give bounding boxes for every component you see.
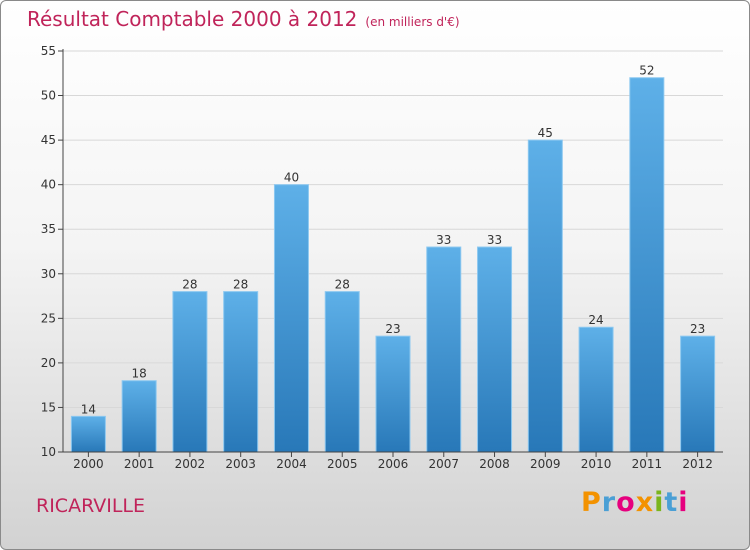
y-tick-label: 40: [41, 178, 56, 192]
bar-2012: [680, 335, 716, 453]
proxiti-logo[interactable]: Proxiti: [581, 487, 689, 518]
bar-2005: [324, 291, 360, 453]
value-label-2006: 23: [385, 322, 400, 336]
y-tick-label: 20: [41, 356, 56, 370]
bar-2008: [477, 246, 513, 453]
bar-2011: [629, 77, 665, 453]
x-tick-label-2002: 2002: [175, 457, 206, 471]
chart-title-text: Résultat Comptable 2000 à 2012: [27, 7, 358, 31]
logo-letter: P: [581, 487, 602, 518]
x-tick-label-2004: 2004: [276, 457, 307, 471]
x-tick-label-2001: 2001: [124, 457, 155, 471]
logo-letter: o: [616, 487, 636, 518]
x-tick-label-2000: 2000: [73, 457, 104, 471]
x-tick-label-2008: 2008: [479, 457, 510, 471]
chart-subtitle: (en milliers d'€): [365, 15, 460, 29]
bar-2002: [172, 291, 208, 453]
bar-2010: [578, 326, 614, 453]
bar-2007: [426, 246, 462, 453]
logo-letter: t: [664, 487, 679, 518]
value-label-2002: 28: [182, 278, 197, 292]
x-tick-label-2012: 2012: [682, 457, 713, 471]
value-label-2011: 52: [639, 64, 654, 78]
bar-2003: [223, 291, 259, 453]
y-tick-label: 45: [41, 133, 56, 147]
x-tick-label-2007: 2007: [428, 457, 459, 471]
y-tick-label: 15: [41, 400, 56, 414]
axes: 10 15 20 25 30 35 40 45 50 55 2000 2001 2002 2003 2004…: [41, 44, 723, 471]
x-tick-label-2003: 2003: [225, 457, 256, 471]
y-tick-label: 30: [41, 267, 56, 281]
bar-2009: [527, 139, 563, 453]
x-tick-label-2010: 2010: [581, 457, 612, 471]
value-label-2012: 23: [690, 322, 705, 336]
value-label-2007: 33: [436, 233, 451, 247]
bar-2006: [375, 335, 411, 453]
logo-letter: i: [654, 487, 665, 518]
value-label-2000: 14: [81, 402, 96, 416]
bars: 14 18 28 28 40 28 23 33 33 45 24 52 23: [70, 64, 716, 453]
logo-letter: r: [601, 487, 617, 518]
y-tick-label: 25: [41, 311, 56, 325]
bar-2001: [121, 380, 157, 453]
x-tick-label-2011: 2011: [632, 457, 663, 471]
x-tick-label-2006: 2006: [378, 457, 409, 471]
chart-title: Résultat Comptable 2000 à 2012 (en millie…: [27, 7, 460, 31]
y-tick-label: 50: [41, 89, 56, 103]
town-name: RICARVILLE: [36, 495, 146, 517]
y-tick-label: 35: [41, 222, 56, 236]
value-label-2010: 24: [588, 313, 603, 327]
value-label-2009: 45: [538, 126, 553, 140]
value-label-2001: 18: [132, 367, 147, 381]
logo-letter: x: [635, 487, 655, 518]
y-tick-label: 55: [41, 44, 56, 58]
y-tick-label: 10: [41, 445, 56, 459]
bar-2004: [273, 184, 309, 453]
value-label-2003: 28: [233, 278, 248, 292]
bar-2000: [70, 415, 106, 453]
value-label-2008: 33: [487, 233, 502, 247]
value-label-2005: 28: [335, 278, 350, 292]
logo-letter: i: [678, 487, 689, 518]
x-tick-label-2009: 2009: [530, 457, 561, 471]
x-tick-label-2005: 2005: [327, 457, 358, 471]
value-label-2004: 40: [284, 171, 299, 185]
